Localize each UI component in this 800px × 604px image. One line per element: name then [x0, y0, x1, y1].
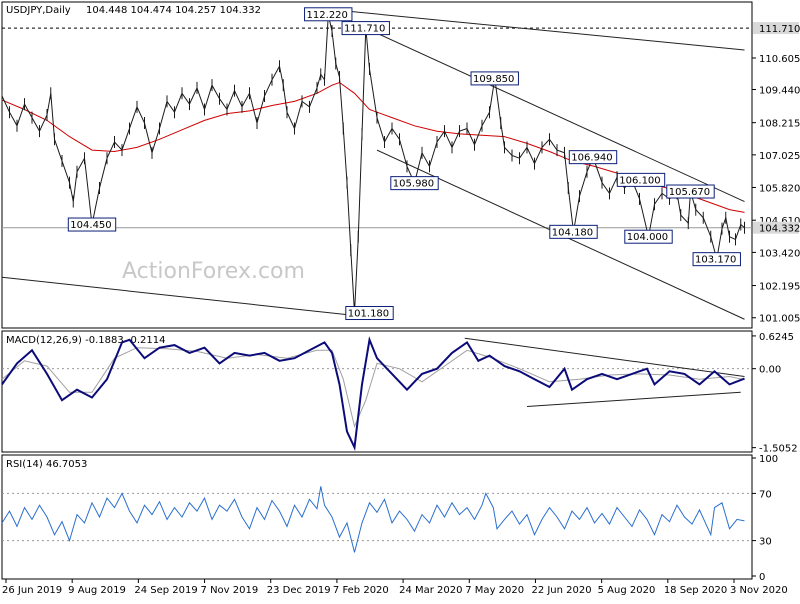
rsi-y-tick-label: 100 [759, 454, 778, 465]
macd-y-tick-label: -1.5052 [759, 444, 798, 455]
price-level-label: 106.940 [571, 153, 612, 164]
price-level-box [345, 306, 394, 321]
rsi-series [1, 486, 745, 553]
price-level-box [67, 217, 117, 232]
price-level-label: 105.980 [393, 179, 434, 190]
price-y-tick-label: 108.215 [759, 119, 800, 130]
price-level-label: 104.180 [552, 227, 593, 238]
macd-line [1, 336, 745, 451]
macd-panel-header: MACD(12,26,9) -0.1883 -0.2114 [6, 335, 166, 346]
price-level-box [666, 184, 715, 199]
rsi-panel: RSI(14) 46.7053 100 70 30 0 [1, 454, 778, 583]
macd-trend-line [526, 391, 741, 407]
x-tick-label: 3 Nov 2020 [730, 585, 788, 596]
price-level-label: 104.450 [70, 220, 111, 231]
level-badge [753, 22, 799, 35]
last-price-label: 104.332 [759, 224, 800, 235]
rsi-panel-header: RSI(14) 46.7053 [6, 459, 87, 470]
price-level-label: 111.710 [344, 24, 385, 35]
rsi-line [1, 486, 745, 553]
price-level-box [470, 71, 519, 86]
x-tick-label: 24 Sep 2019 [134, 585, 197, 596]
price-level-box [341, 21, 390, 36]
price-ohlc: 104.448 104.474 104.257 104.332 [86, 5, 261, 16]
price-level-label: 103.170 [695, 255, 736, 266]
last-price-badge [753, 221, 799, 234]
rsi-y-tick-label: 30 [759, 537, 772, 548]
watermark-text: ActionForex.com [122, 259, 305, 284]
macd-panel: MACD(12,26,9) -0.1883 -0.2114 0.6245 0.00… [1, 330, 798, 455]
level-badge-label: 111.710 [759, 24, 800, 35]
rsi-level-lines [2, 492, 752, 542]
price-y-tick-label: 109.440 [759, 86, 800, 97]
price-level-box [568, 150, 618, 165]
macd-series [1, 336, 745, 451]
price-y-tick-label: 107.025 [759, 151, 800, 162]
time-axis: 26 Jun 2019 9 Aug 2019 24 Sep 2019 7 Nov 20… [2, 579, 788, 596]
x-tick-label: 23 Dec 2019 [267, 585, 331, 596]
price-level-label: 106.100 [619, 175, 660, 186]
price-trend-line [1, 276, 378, 319]
price-trend-line [365, 27, 745, 202]
x-tick-label: 26 Jun 2019 [2, 585, 62, 596]
price-level-label: 104.000 [627, 232, 668, 243]
price-level-label: 101.180 [348, 309, 389, 320]
rsi-y-axis: 100 70 30 0 [752, 454, 778, 583]
price-trend-line [343, 10, 745, 51]
price-y-axis: 110.605 109.440 108.215 107.025 105.820 104.6… [752, 22, 800, 325]
x-tick-label: 24 Mar 2020 [399, 585, 462, 596]
price-level-box [624, 229, 673, 244]
price-level-box [692, 252, 741, 267]
price-level-label: 112.220 [307, 10, 348, 21]
price-y-tick-label: 104.610 [759, 216, 800, 227]
price-panel-header: USDJPY,Daily [6, 5, 71, 16]
macd-trend-line [464, 337, 745, 378]
price-annotations: 112.220 111.710 109.850 105.980 104.450 101.1… [67, 7, 741, 321]
price-level-box [304, 7, 353, 22]
price-level-label: 109.850 [473, 74, 514, 85]
macd-y-tick-label: 0.00 [759, 365, 781, 376]
price-level-label: 105.670 [669, 187, 710, 198]
price-y-tick-label: 102.195 [759, 282, 800, 293]
x-tick-label: 18 Sep 2020 [664, 585, 727, 596]
price-y-tick-label: 101.005 [759, 314, 800, 325]
x-tick-label: 22 Jun 2020 [531, 585, 591, 596]
macd-trendlines [2, 337, 752, 407]
x-tick-label: 5 Aug 2020 [598, 585, 656, 596]
macd-y-axis: 0.6245 0.00 -1.5052 [752, 332, 798, 455]
price-panel: USDJPY,Daily 104.448 104.474 104.257 104… [1, 1, 800, 329]
x-tick-label: 7 Feb 2020 [333, 585, 389, 596]
macd-y-tick-label: 0.6245 [759, 332, 794, 343]
x-tick-label: 9 Aug 2019 [68, 585, 126, 596]
rsi-y-tick-label: 70 [759, 489, 772, 500]
x-tick-label: 7 Nov 2019 [201, 585, 259, 596]
price-level-box [549, 224, 598, 239]
rsi-y-tick-label: 0 [759, 572, 765, 583]
price-level-box [390, 176, 439, 191]
price-y-tick-label: 103.420 [759, 248, 800, 259]
price-y-tick-label: 105.820 [759, 183, 800, 194]
price-y-tick-label: 110.605 [759, 54, 800, 65]
price-level-box [616, 172, 666, 187]
x-tick-label: 7 May 2020 [465, 585, 524, 596]
